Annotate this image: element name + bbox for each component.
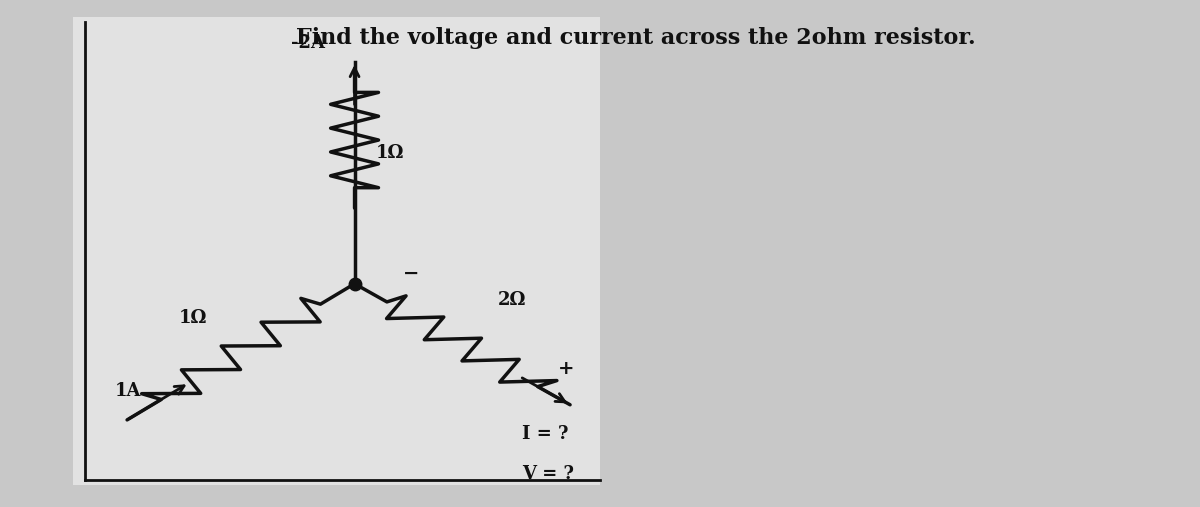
Text: 1Ω: 1Ω (179, 309, 208, 327)
Text: V = ?: V = ? (522, 465, 574, 483)
Text: 2Ω: 2Ω (498, 291, 527, 309)
Text: +: + (558, 360, 575, 378)
Bar (73, 17, 600, 485)
Text: I = ?: I = ? (522, 425, 569, 443)
Text: 1Ω: 1Ω (376, 143, 404, 162)
Text: -2A: -2A (290, 34, 325, 52)
Text: −: − (402, 265, 419, 283)
Text: Find the voltage and current across the 2ohm resistor.: Find the voltage and current across the … (296, 26, 976, 49)
Text: 1A: 1A (115, 382, 142, 400)
